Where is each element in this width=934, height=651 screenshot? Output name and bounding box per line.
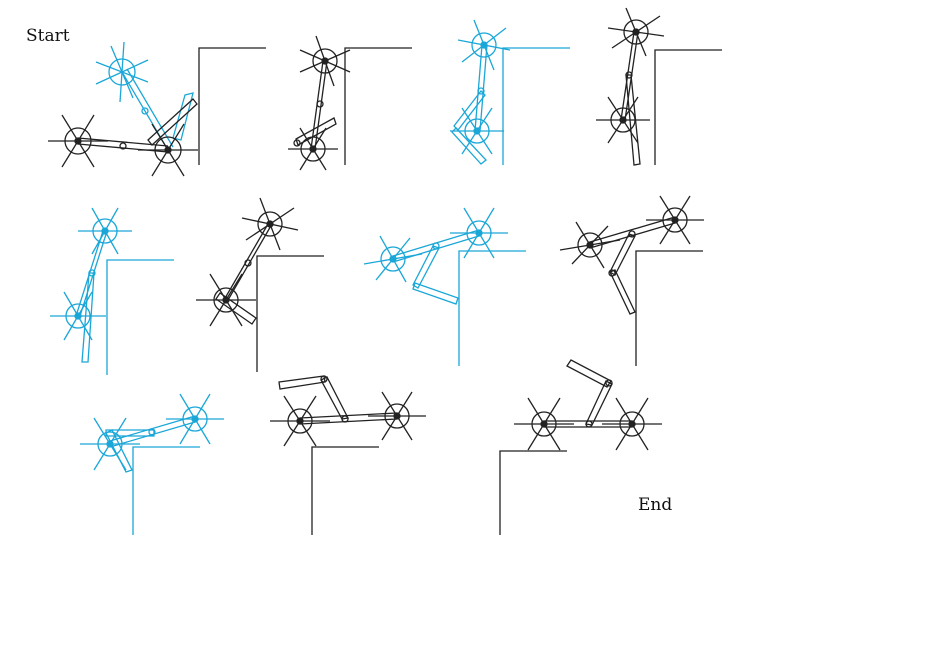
robot-base	[48, 98, 198, 177]
robot-highlight	[95, 41, 194, 151]
frame-6	[196, 197, 324, 372]
end-label: End	[638, 495, 673, 515]
step-wall	[311, 446, 379, 535]
wheel-icon	[108, 58, 136, 86]
frame-11	[499, 359, 662, 535]
step-wall	[654, 49, 722, 165]
step-wall	[256, 255, 324, 372]
frame-2	[288, 35, 412, 171]
step-wall	[635, 250, 703, 366]
frame-1	[48, 41, 266, 177]
step-wall	[132, 446, 200, 535]
step-wall	[499, 450, 567, 535]
frame-3	[450, 19, 570, 165]
wheel-icon	[471, 32, 497, 58]
start-label: Start	[26, 26, 70, 46]
step-wall	[198, 47, 266, 165]
step-wall	[502, 47, 570, 165]
frame-10	[270, 375, 426, 535]
frame-7	[363, 207, 526, 366]
frame-5	[50, 207, 174, 375]
step-wall	[344, 47, 412, 165]
frame-9	[80, 393, 224, 535]
step-wall	[106, 259, 174, 375]
frame-4	[596, 7, 722, 166]
step-wall	[458, 250, 526, 366]
frame-8	[559, 195, 704, 366]
wheel-icon	[257, 211, 283, 237]
